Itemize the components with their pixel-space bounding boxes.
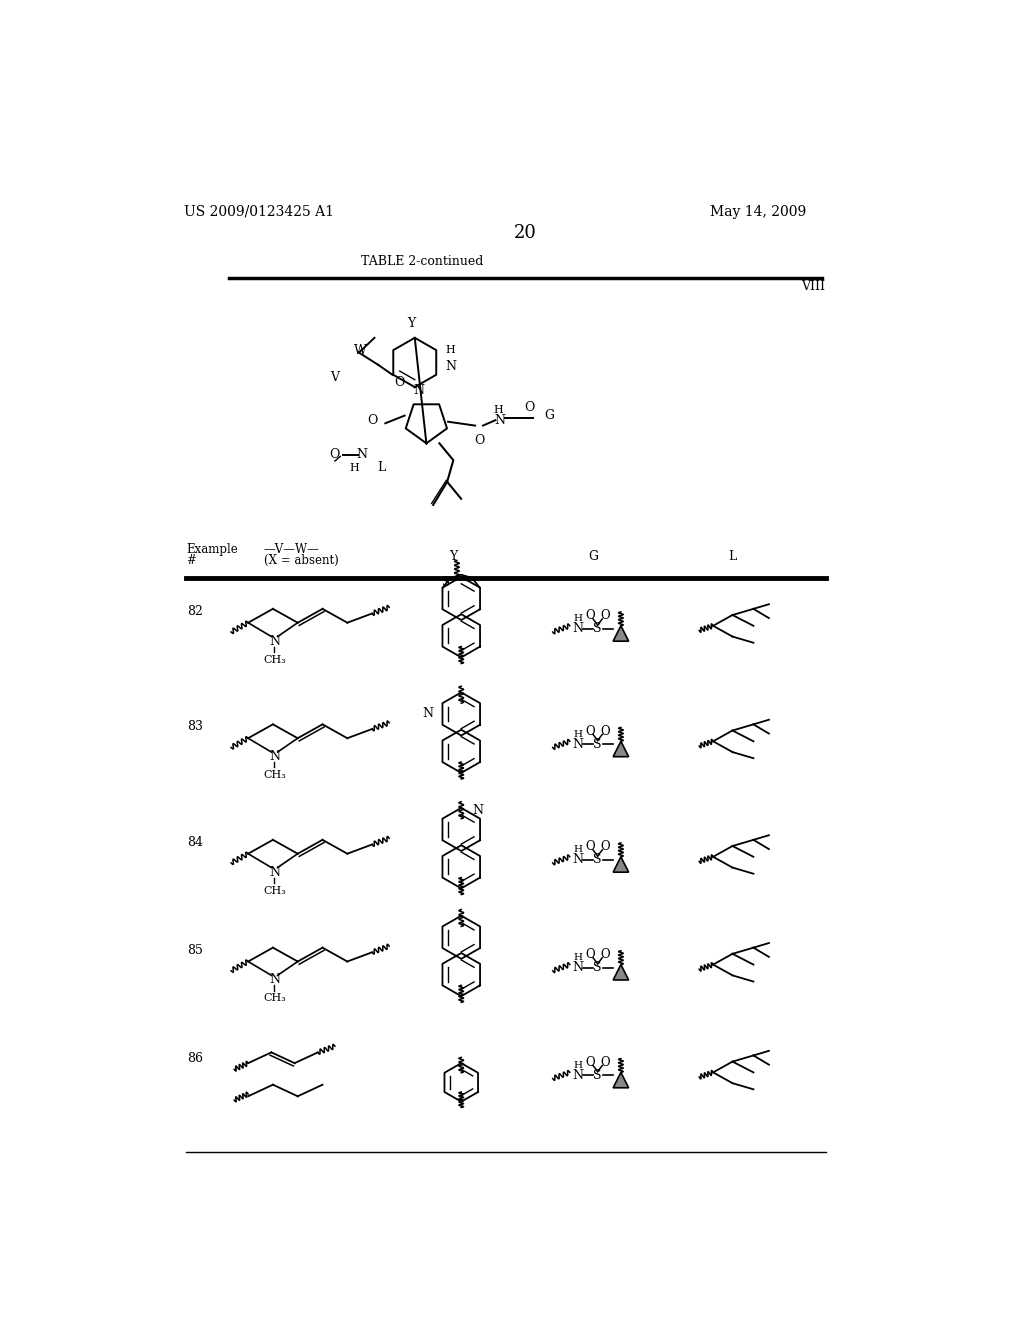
Text: (X = absent): (X = absent) [263, 554, 338, 568]
Text: H: H [573, 730, 582, 739]
Text: #: # [186, 554, 196, 568]
Text: N: N [572, 961, 583, 974]
Text: L: L [728, 549, 736, 562]
Text: H: H [349, 463, 359, 473]
Text: G: G [544, 409, 554, 422]
Text: S: S [593, 961, 602, 974]
Text: O: O [394, 376, 406, 388]
Text: H: H [573, 1061, 582, 1071]
Text: CH₃: CH₃ [263, 994, 286, 1003]
Text: Example: Example [186, 544, 238, 557]
Text: S: S [593, 738, 602, 751]
Text: H: H [573, 953, 582, 962]
Text: G: G [588, 549, 598, 562]
Text: 83: 83 [187, 721, 203, 734]
Text: S: S [593, 853, 602, 866]
Text: N: N [269, 973, 280, 986]
Text: 85: 85 [187, 944, 203, 957]
Text: TABLE 2-continued: TABLE 2-continued [361, 255, 483, 268]
Text: N: N [269, 635, 280, 648]
Text: 82: 82 [187, 605, 203, 618]
Text: 86: 86 [187, 1052, 203, 1065]
Polygon shape [613, 742, 629, 756]
Text: H: H [445, 345, 456, 355]
Text: O: O [601, 1056, 610, 1069]
Text: N: N [269, 750, 280, 763]
Text: N: N [413, 384, 424, 397]
Text: N: N [445, 359, 457, 372]
Text: O: O [330, 449, 340, 462]
Text: O: O [585, 1056, 595, 1069]
Text: N: N [572, 738, 583, 751]
Text: H: H [573, 614, 582, 623]
Text: N: N [572, 1069, 583, 1082]
Text: Y: Y [450, 549, 458, 562]
Text: US 2009/0123425 A1: US 2009/0123425 A1 [183, 205, 334, 219]
Text: O: O [601, 948, 610, 961]
Text: S: S [593, 1069, 602, 1082]
Text: 20: 20 [513, 224, 537, 242]
Text: O: O [524, 401, 535, 414]
Text: O: O [585, 725, 595, 738]
Text: O: O [474, 434, 484, 447]
Text: 84: 84 [187, 836, 203, 849]
Text: N: N [572, 853, 583, 866]
Text: O: O [585, 841, 595, 853]
Text: N: N [269, 866, 280, 879]
Text: O: O [585, 610, 595, 622]
Text: N: N [356, 449, 368, 462]
Text: VIII: VIII [802, 280, 825, 293]
Text: O: O [601, 841, 610, 853]
Text: W: W [354, 343, 367, 356]
Text: L: L [377, 462, 386, 474]
Text: H: H [573, 845, 582, 854]
Text: N: N [572, 622, 583, 635]
Text: CH₃: CH₃ [263, 770, 286, 780]
Text: CH₃: CH₃ [263, 655, 286, 665]
Polygon shape [613, 1072, 629, 1088]
Polygon shape [613, 626, 629, 642]
Text: H: H [494, 405, 504, 416]
Text: S: S [442, 577, 451, 590]
Text: Y: Y [407, 317, 415, 330]
Text: N: N [472, 804, 483, 817]
Polygon shape [613, 965, 629, 979]
Text: —V—W—: —V—W— [263, 544, 319, 557]
Text: V: V [331, 371, 340, 384]
Text: O: O [601, 725, 610, 738]
Text: O: O [601, 610, 610, 622]
Text: N: N [495, 413, 506, 426]
Text: O: O [367, 413, 377, 426]
Text: S: S [593, 622, 602, 635]
Text: May 14, 2009: May 14, 2009 [710, 205, 806, 219]
Polygon shape [613, 857, 629, 873]
Text: CH₃: CH₃ [263, 886, 286, 896]
Text: N: N [422, 708, 433, 721]
Text: O: O [585, 948, 595, 961]
